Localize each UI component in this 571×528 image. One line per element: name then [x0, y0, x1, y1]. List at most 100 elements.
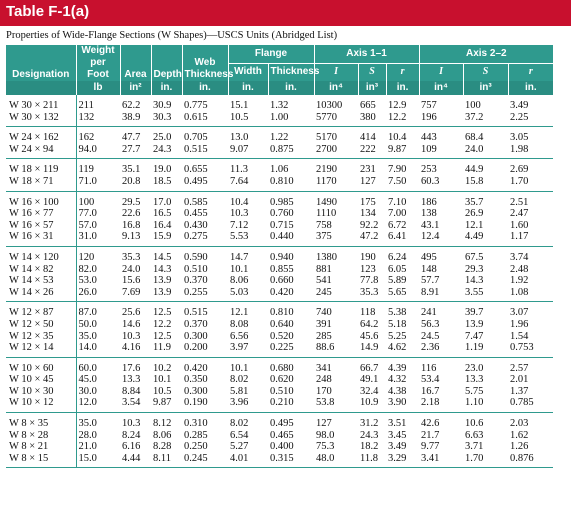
value-cell: 6.72 — [386, 219, 420, 232]
properties-table: Designation Weight per Foot Area Depth W… — [6, 45, 554, 469]
value-cell: 8.11 — [151, 452, 182, 469]
value-cell: 0.370 — [182, 275, 228, 287]
value-cell: 0.245 — [182, 452, 228, 469]
value-cell: 16.4 — [151, 219, 182, 232]
value-cell: 50.0 — [75, 318, 120, 331]
value-cell: 10.3 — [228, 208, 268, 220]
designation-cell: W 14 × 120 — [6, 246, 76, 264]
value-cell: 15.1 — [228, 95, 268, 112]
value-cell: 3.54 — [120, 397, 151, 414]
value-cell: 24.3 — [151, 143, 182, 160]
designation-cell: W 8 × 15 — [6, 452, 76, 469]
shape-group: W 8 × 35 35.0 10.3 8.12 0.310 8.02 0.495 127 31.… — [6, 412, 554, 469]
value-cell: 10300 — [314, 95, 359, 112]
value-cell: 2.36 — [419, 342, 464, 358]
value-cell: 1.70 — [463, 452, 509, 469]
value-cell: 1.00 — [268, 111, 315, 128]
value-cell: 0.255 — [182, 286, 228, 303]
value-cell: 87.0 — [75, 301, 120, 319]
value-cell: 14.9 — [358, 342, 387, 358]
value-cell: 1.22 — [268, 126, 315, 144]
value-cell: 9.07 — [228, 143, 268, 160]
value-cell: 45.0 — [75, 374, 120, 386]
value-cell: 1.37 — [508, 385, 554, 398]
value-cell: 23.0 — [463, 357, 509, 375]
table-row: W 24 × 94 94.0 27.7 24.3 0.515 9.07 0.875 2700 2… — [6, 143, 554, 160]
value-cell: 30.9 — [151, 95, 182, 112]
value-cell: 138 — [419, 208, 464, 220]
value-cell: 134 — [358, 208, 387, 220]
value-cell: 241 — [419, 301, 464, 319]
value-cell: 13.9 — [463, 318, 509, 331]
shape-group: W 14 × 120 120 35.3 14.5 0.590 14.7 0.940 1380 1… — [6, 246, 554, 303]
value-cell: 2.03 — [508, 412, 554, 430]
value-cell: 13.9 — [151, 286, 182, 303]
value-cell: 16.7 — [419, 385, 464, 398]
value-cell: 2.01 — [508, 374, 554, 386]
value-cell: 10.4 — [228, 191, 268, 209]
value-cell: 132 — [75, 111, 120, 128]
value-cell: 7.64 — [228, 175, 268, 192]
value-cell: 37.2 — [463, 111, 509, 128]
value-cell: 5.89 — [386, 275, 420, 287]
value-cell: 0.400 — [268, 441, 315, 453]
value-cell: 11.9 — [151, 342, 182, 358]
value-cell: 35.3 — [120, 246, 151, 264]
value-cell: 28.0 — [75, 429, 120, 442]
value-cell: 19.0 — [151, 158, 182, 176]
value-cell: 4.01 — [228, 452, 268, 469]
value-cell: 53.4 — [419, 374, 464, 386]
table-row: W 10 × 60 60.0 17.6 10.2 0.420 10.1 0.680 341 66… — [6, 357, 554, 375]
value-cell: 13.9 — [151, 275, 182, 287]
value-cell: 0.495 — [268, 412, 315, 430]
designation-cell: W 12 × 35 — [6, 330, 76, 343]
value-cell: 42.6 — [419, 412, 464, 430]
value-cell: 10.3 — [120, 330, 151, 343]
value-cell: 77.0 — [75, 208, 120, 220]
value-cell: 0.420 — [268, 286, 315, 303]
value-cell: 0.715 — [268, 219, 315, 232]
designation-cell: W 12 × 14 — [6, 342, 76, 358]
value-cell: 175 — [358, 191, 387, 209]
table-row: W 18 × 71 71.0 20.8 18.5 0.495 7.64 0.810 1170 1… — [6, 175, 554, 192]
value-cell: 35.1 — [120, 158, 151, 176]
value-cell: 10.1 — [151, 374, 182, 386]
value-cell: 1.98 — [508, 143, 554, 160]
value-cell: 0.515 — [182, 143, 228, 160]
value-cell: 100 — [75, 191, 120, 209]
value-cell: 16.5 — [151, 208, 182, 220]
value-cell: 0.465 — [268, 429, 315, 442]
value-cell: 118 — [358, 301, 387, 319]
unit-cell: in. — [267, 81, 315, 95]
value-cell: 1.92 — [508, 275, 554, 287]
designation-cell: W 24 × 162 — [6, 126, 76, 144]
value-cell: 12.9 — [386, 95, 420, 112]
header-designation: Designation — [6, 45, 76, 81]
value-cell: 1110 — [314, 208, 359, 220]
value-cell: 77.8 — [358, 275, 387, 287]
value-cell: 0.285 — [182, 429, 228, 442]
header-flange-thickness: Thickness — [267, 63, 319, 81]
value-cell: 190 — [358, 246, 387, 264]
value-cell: 6.16 — [120, 441, 151, 453]
table-row: W 12 × 50 50.0 14.6 12.2 0.370 8.08 0.640 391 64… — [6, 318, 554, 331]
value-cell: 25.6 — [120, 301, 151, 319]
value-cell: 285 — [314, 330, 359, 343]
value-cell: 6.24 — [386, 246, 420, 264]
value-cell: 0.430 — [182, 219, 228, 232]
value-cell: 0.705 — [182, 126, 228, 144]
header-flange: Flange — [227, 45, 315, 64]
value-cell: 740 — [314, 301, 359, 319]
value-cell: 2.18 — [419, 397, 464, 414]
value-cell: 12.4 — [419, 231, 464, 247]
value-cell: 375 — [314, 231, 359, 247]
table-header: Designation Weight per Foot Area Depth W… — [6, 45, 554, 95]
value-cell: 5.27 — [228, 441, 268, 453]
value-cell: 3.96 — [228, 397, 268, 414]
value-cell: 253 — [419, 158, 464, 176]
value-cell: 0.455 — [182, 208, 228, 220]
value-cell: 12.5 — [151, 330, 182, 343]
shape-group: W 24 × 162 162 47.7 25.0 0.705 13.0 1.22 5170 41… — [6, 126, 554, 160]
value-cell: 1170 — [314, 175, 359, 192]
value-cell: 11.3 — [228, 158, 268, 176]
